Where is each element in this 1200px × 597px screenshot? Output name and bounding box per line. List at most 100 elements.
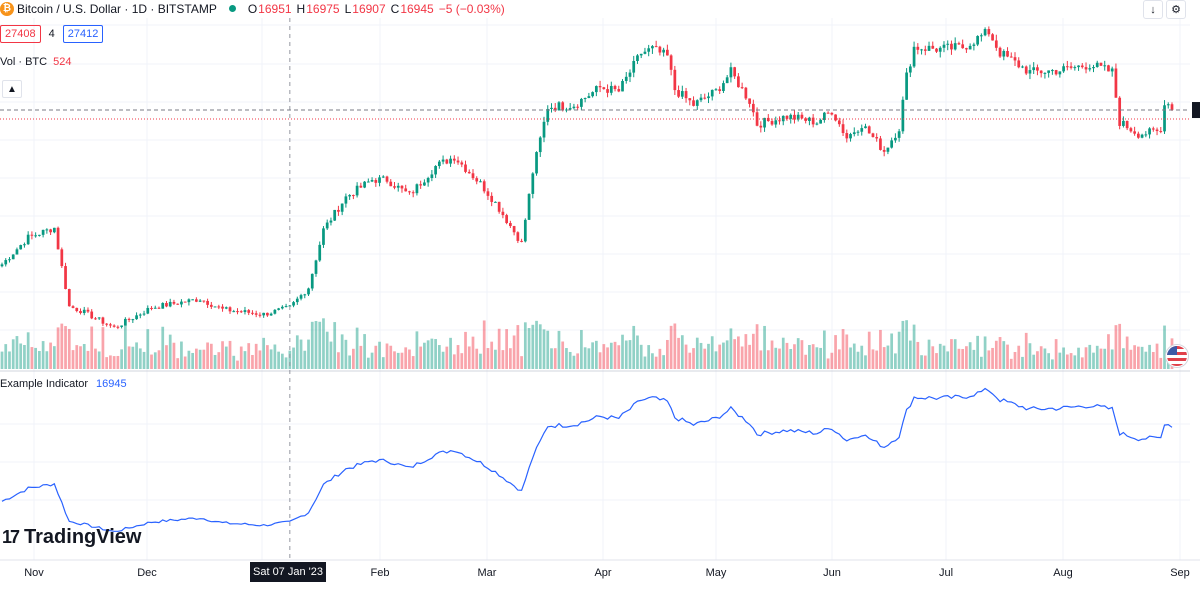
volume-bar bbox=[763, 325, 766, 369]
candle-body bbox=[90, 311, 94, 319]
volume-bar bbox=[658, 348, 662, 369]
candle-body bbox=[557, 102, 561, 111]
candle-body bbox=[1028, 70, 1032, 74]
volume-bar bbox=[60, 323, 64, 369]
candle-body bbox=[968, 45, 972, 50]
candle-body bbox=[699, 97, 703, 101]
candle-body bbox=[247, 310, 251, 313]
candle-body bbox=[295, 298, 299, 303]
volume-bar bbox=[209, 343, 213, 369]
settings-button[interactable]: ⚙ bbox=[1166, 0, 1186, 19]
scroll-down-button[interactable]: ↓ bbox=[1143, 0, 1163, 19]
candle-body bbox=[938, 47, 942, 52]
volume-bar bbox=[112, 356, 116, 369]
volume-bar bbox=[322, 318, 325, 369]
candle-body bbox=[1054, 70, 1058, 75]
us-flag-icon[interactable] bbox=[1166, 345, 1188, 367]
candle-body bbox=[127, 318, 131, 320]
candle-body bbox=[501, 211, 505, 216]
volume-bar bbox=[56, 327, 60, 369]
candle-body bbox=[946, 43, 950, 45]
candle-body bbox=[1118, 97, 1122, 126]
arrow-down-icon: ↓ bbox=[1150, 3, 1156, 16]
candle-body bbox=[303, 294, 307, 296]
candle-body bbox=[841, 124, 845, 134]
indicator-label[interactable]: Example Indicator bbox=[0, 378, 89, 390]
candle-body bbox=[1065, 66, 1069, 68]
candle-body bbox=[879, 138, 882, 150]
volume-bar bbox=[426, 340, 430, 369]
candle-body bbox=[991, 34, 994, 41]
volume-bar bbox=[288, 350, 292, 369]
candle-body bbox=[236, 311, 239, 313]
volume-bar bbox=[314, 321, 318, 369]
candle-body bbox=[714, 89, 718, 91]
volume-bar bbox=[811, 344, 815, 369]
volume-bar bbox=[938, 343, 942, 369]
low-value: 16907 bbox=[352, 1, 386, 16]
buy-button[interactable]: 27412 bbox=[62, 25, 104, 43]
volume-bar bbox=[845, 334, 849, 369]
volume-bar bbox=[482, 320, 486, 369]
candle-body bbox=[729, 67, 733, 78]
price-overlays bbox=[0, 18, 1200, 560]
volume-label[interactable]: Vol · BTC bbox=[0, 56, 48, 68]
candle-body bbox=[815, 123, 819, 125]
tradingview-logo[interactable]: 17 TradingView bbox=[2, 526, 141, 549]
volume-bar bbox=[389, 345, 393, 369]
symbol-title[interactable]: Bitcoin / U.S. Dollar · 1D · BITSTAMP bbox=[17, 1, 217, 16]
candle-body bbox=[262, 312, 266, 316]
volume-bar bbox=[400, 352, 404, 369]
indicator-series bbox=[1, 387, 1173, 532]
bitcoin-icon: ₿ bbox=[0, 1, 14, 16]
volume-bar bbox=[1024, 332, 1028, 369]
volume-bar bbox=[643, 356, 647, 369]
candle-body bbox=[837, 120, 841, 125]
candle-body bbox=[1129, 128, 1133, 132]
candle-body bbox=[1122, 120, 1125, 126]
candle-body bbox=[434, 166, 437, 175]
candle-body bbox=[460, 162, 464, 165]
volume-bar bbox=[109, 355, 112, 369]
volume-bar bbox=[378, 341, 381, 369]
candle-body bbox=[606, 89, 609, 93]
volume-bar bbox=[135, 342, 138, 369]
volume-bar bbox=[733, 339, 737, 369]
time-label-feb: Feb bbox=[370, 567, 390, 579]
candle-body bbox=[1073, 67, 1077, 69]
volume-bar bbox=[176, 358, 180, 369]
volume-bar bbox=[172, 342, 176, 369]
volume-bar bbox=[1136, 346, 1140, 369]
candle-body bbox=[352, 195, 355, 197]
volume-bar bbox=[348, 355, 351, 369]
volume-bar bbox=[1118, 323, 1122, 369]
candle-body bbox=[695, 100, 699, 106]
volume-bar bbox=[105, 357, 109, 369]
candle-body bbox=[778, 120, 781, 122]
candle-body bbox=[1069, 66, 1073, 68]
candle-body bbox=[953, 43, 957, 50]
volume-bar bbox=[587, 348, 591, 369]
volume-bar bbox=[123, 324, 127, 369]
volume-bar bbox=[841, 329, 845, 369]
candle-body bbox=[408, 191, 411, 193]
volume-bar bbox=[86, 350, 90, 369]
sell-button[interactable]: 27408 bbox=[0, 25, 41, 43]
collapse-legend-button[interactable]: ▲ bbox=[2, 80, 22, 98]
candle-body bbox=[770, 121, 774, 125]
candle-body bbox=[359, 185, 363, 188]
volume-bar bbox=[953, 339, 957, 369]
candle-body bbox=[916, 46, 920, 50]
candle-body bbox=[935, 48, 938, 52]
volume-bar bbox=[1092, 352, 1095, 369]
volume-bar bbox=[875, 350, 879, 369]
candle-body bbox=[52, 227, 56, 233]
candle-body bbox=[624, 76, 628, 81]
candle-body bbox=[456, 160, 460, 163]
volume-bar bbox=[572, 355, 576, 369]
candle-body bbox=[464, 164, 467, 172]
candle-body bbox=[751, 103, 755, 113]
volume-bar bbox=[404, 347, 408, 369]
volume-bar bbox=[374, 345, 378, 369]
